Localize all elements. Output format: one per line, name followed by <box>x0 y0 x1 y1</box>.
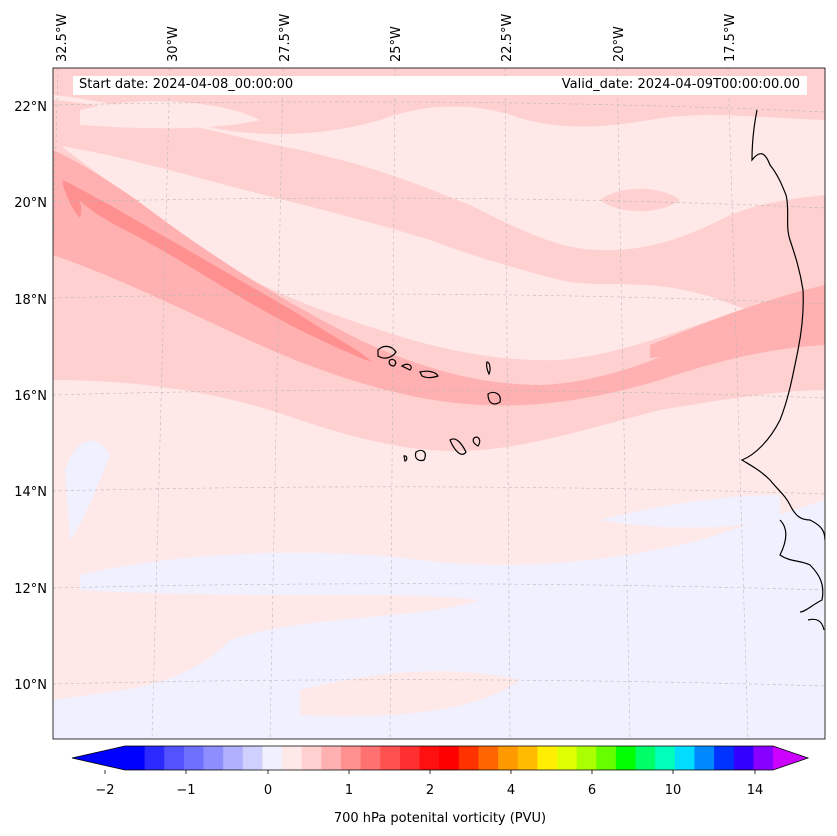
field-band-main-l3-west <box>62 182 82 218</box>
colorbar-swatch <box>321 746 342 770</box>
colorbar-tick-label: 10 <box>665 783 682 798</box>
colorbar-swatch <box>517 746 538 770</box>
lon-label: 17.5°W <box>723 14 738 62</box>
field-pink-spot-a <box>80 101 260 129</box>
lat-label: 18°N <box>14 293 47 308</box>
colorbar-tick-label: 2 <box>426 783 434 798</box>
lon-label: 30°W <box>166 26 181 62</box>
colorbar-swatch <box>615 746 637 770</box>
colorbar-tick-label: 6 <box>588 783 596 798</box>
colorbar-swatch <box>183 746 205 770</box>
colorbar-swatch <box>655 746 676 770</box>
lat-labels: 22°N 20°N 18°N 16°N 14°N 12°N 10°N <box>14 100 47 693</box>
map-frame <box>52 67 826 740</box>
colorbar-swatch <box>714 746 735 770</box>
colorbar-under-arrow <box>72 746 125 770</box>
colorbar-over-arrow <box>773 746 808 770</box>
colorbar-swatch <box>399 746 421 770</box>
field-pink-island <box>300 671 520 717</box>
colorbar-tick-label: 0 <box>264 783 272 798</box>
lon-label: 20°W <box>612 26 627 62</box>
label-strip <box>73 76 807 95</box>
lon-label: 27.5°W <box>278 14 293 62</box>
colorbar-swatch <box>557 746 578 770</box>
colorbar-tick-label: −2 <box>95 783 114 798</box>
colorbar-swatch <box>301 746 322 770</box>
colorbar-swatch <box>635 746 656 770</box>
lat-label: 14°N <box>14 485 47 500</box>
colorbar-swatch <box>144 746 165 770</box>
lat-label: 20°N <box>14 196 47 211</box>
colorbar-swatch <box>478 746 499 770</box>
colorbar-swatch <box>537 746 558 770</box>
map-panel <box>53 68 825 739</box>
lon-label: 25°W <box>389 26 404 62</box>
lat-label: 12°N <box>14 582 47 597</box>
colorbar-tick-label: 1 <box>345 783 353 798</box>
colorbar <box>71 745 810 774</box>
lat-label: 16°N <box>14 389 47 404</box>
colorbar-swatch <box>125 746 146 770</box>
colorbar-swatch <box>596 746 617 770</box>
lon-label: 22.5°W <box>500 14 515 62</box>
colorbar-swatch <box>458 746 479 770</box>
colorbar-tick-label: 4 <box>507 783 515 798</box>
lat-label: 10°N <box>14 678 47 693</box>
colorbar-swatch <box>282 746 303 770</box>
colorbar-swatch <box>498 746 519 770</box>
field-pink-spot-c <box>600 188 680 212</box>
colorbar-swatch <box>733 746 754 770</box>
colorbar-swatch <box>674 746 695 770</box>
field-band-east-l2 <box>650 285 825 358</box>
colorbar-tick-label: 14 <box>747 783 764 798</box>
colorbar-tick-label: −1 <box>176 783 195 798</box>
cape-verde-islands <box>377 345 501 462</box>
colorbar-swatch <box>753 746 774 770</box>
field-negative-patch-se <box>600 495 780 528</box>
colorbar-swatch <box>242 746 263 770</box>
field-pink-spot-b <box>480 132 570 160</box>
colorbar-swatch <box>223 746 244 770</box>
colorbar-swatch <box>419 746 440 770</box>
start-date-label: Start date: 2024-04-08_00:00:00 <box>79 77 294 92</box>
graticule <box>53 68 825 739</box>
colorbar-title: 700 hPa potenital vorticity (PVU) <box>334 811 546 826</box>
colorbar-swatch <box>439 746 460 770</box>
colorbar-swatch <box>360 746 381 770</box>
lon-label: 32.5°W <box>55 14 70 62</box>
colorbar-swatch <box>380 746 401 770</box>
field-negative-patch-west <box>65 440 110 540</box>
lat-label: 22°N <box>14 100 47 115</box>
coastline-africa-south <box>779 519 825 631</box>
colorbar-swatch <box>164 746 185 770</box>
coastline-africa <box>740 109 825 541</box>
field-band-main-l3 <box>62 180 372 362</box>
colorbar-swatch <box>576 746 597 770</box>
colorbar-tick-labels: −2 −1 0 1 2 4 6 10 14 <box>95 783 763 798</box>
lon-labels: 32.5°W 30°W 27.5°W 25°W 22.5°W 20°W 17.5… <box>55 14 738 62</box>
colorbar-swatch <box>262 746 283 770</box>
colorbar-swatch <box>694 746 715 770</box>
colorbar-outline <box>71 745 810 771</box>
field-band-main-l2 <box>53 150 825 406</box>
colorbar-swatch <box>341 746 362 770</box>
colorbar-swatch <box>203 746 224 770</box>
field-negative-patch <box>53 500 825 739</box>
valid-date-label: Valid_date: 2024-04-09T00:00:00.00 <box>561 77 800 92</box>
